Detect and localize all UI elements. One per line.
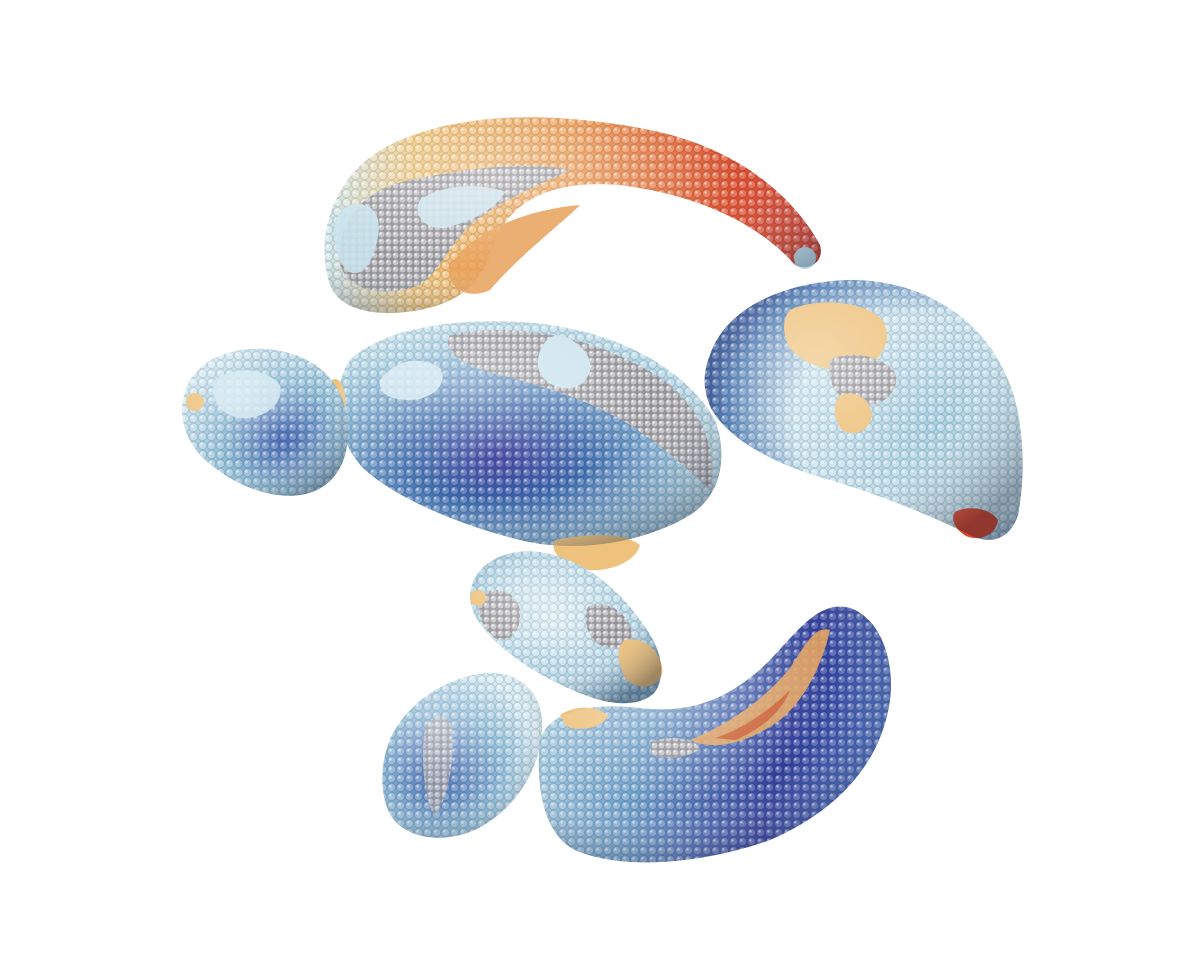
pallidum-structure: [470, 551, 663, 704]
thalamus-structure: [704, 280, 1023, 540]
amygdala-structure: [382, 672, 543, 838]
nucleus-accumbens-structure: [182, 348, 349, 496]
caudate-structure: [324, 117, 821, 313]
putamen-structure: [330, 321, 722, 571]
hippocampus-structure: [538, 606, 891, 863]
